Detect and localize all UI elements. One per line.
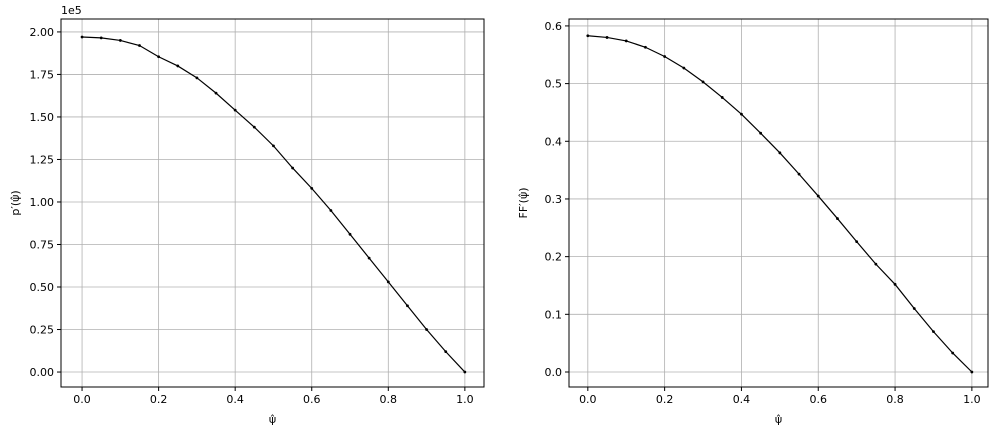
y-tick-label: 0.1 bbox=[545, 308, 563, 321]
data-point bbox=[644, 45, 647, 49]
x-axis-label: ψ̂ bbox=[775, 413, 782, 426]
y-tick-label: 0.2 bbox=[545, 251, 563, 264]
data-point bbox=[118, 39, 122, 42]
data-point bbox=[463, 370, 467, 374]
data-point bbox=[624, 39, 628, 43]
y-tick-label: 0.75 bbox=[30, 238, 55, 251]
x-axis-label: ψ̂ bbox=[269, 413, 276, 426]
data-point bbox=[701, 80, 705, 84]
x-tick-label: 0.2 bbox=[656, 393, 674, 406]
data-point bbox=[310, 186, 314, 190]
x-tick-label: 0.0 bbox=[73, 393, 91, 406]
y-tick-label: 0.00 bbox=[30, 366, 55, 379]
y-tick-label: 0.0 bbox=[545, 366, 563, 379]
data-point bbox=[425, 328, 428, 331]
data-point bbox=[406, 304, 409, 308]
data-point bbox=[252, 125, 256, 129]
y-tick-label: 0.50 bbox=[30, 281, 55, 294]
data-point bbox=[836, 217, 839, 220]
x-tick-label: 0.2 bbox=[150, 393, 168, 406]
x-tick-label: 0.4 bbox=[733, 393, 751, 406]
data-point bbox=[682, 66, 686, 70]
y-tick-label: 2.00 bbox=[30, 26, 55, 39]
data-point bbox=[893, 282, 897, 286]
data-point bbox=[816, 194, 820, 198]
data-point bbox=[157, 55, 161, 59]
data-point bbox=[605, 36, 609, 39]
y-tick-label: 1.50 bbox=[30, 111, 55, 124]
data-point bbox=[720, 96, 724, 99]
data-point bbox=[272, 144, 275, 148]
data-point bbox=[951, 351, 955, 355]
data-point bbox=[138, 44, 141, 47]
axes-frame bbox=[60, 18, 485, 388]
y-tick-label: 0.3 bbox=[545, 193, 563, 206]
data-point bbox=[874, 262, 878, 266]
x-tick-label: 0.0 bbox=[579, 393, 597, 406]
x-tick-label: 0.6 bbox=[303, 393, 321, 406]
y-tick-label: 1.00 bbox=[30, 196, 55, 209]
data-point bbox=[740, 112, 743, 116]
x-tick-label: 1.0 bbox=[963, 393, 981, 406]
offset-label: 1e5 bbox=[61, 4, 82, 17]
data-point bbox=[778, 151, 782, 155]
data-point bbox=[855, 240, 859, 244]
data-point bbox=[233, 108, 237, 112]
y-tick-label: 0.5 bbox=[545, 78, 563, 91]
data-point bbox=[386, 280, 390, 284]
y-axis-label: FF′(ψ̂) bbox=[517, 188, 530, 219]
x-tick-label: 0.6 bbox=[809, 393, 827, 406]
y-tick-label: 0.4 bbox=[545, 135, 563, 148]
y-tick-label: 0.6 bbox=[545, 20, 563, 33]
data-point bbox=[367, 256, 371, 260]
x-tick-label: 1.0 bbox=[456, 393, 474, 406]
data-point bbox=[586, 34, 590, 38]
x-tick-label: 0.4 bbox=[226, 393, 244, 406]
data-line bbox=[587, 35, 973, 373]
data-point bbox=[176, 64, 180, 68]
data-point bbox=[291, 166, 294, 170]
data-point bbox=[329, 209, 333, 212]
data-point bbox=[912, 307, 916, 310]
data-point bbox=[99, 36, 103, 40]
data-point bbox=[348, 232, 352, 236]
y-axis-label: p′(ψ̂) bbox=[9, 190, 22, 215]
data-point bbox=[970, 370, 974, 374]
x-tick-label: 0.8 bbox=[380, 393, 398, 406]
y-tick-label: 1.75 bbox=[30, 68, 55, 81]
y-tick-label: 0.25 bbox=[30, 324, 55, 337]
data-point bbox=[759, 131, 763, 135]
data-point bbox=[797, 172, 801, 176]
data-point bbox=[80, 35, 84, 39]
x-tick-label: 0.8 bbox=[886, 393, 904, 406]
data-point bbox=[663, 55, 667, 58]
data-point bbox=[932, 330, 935, 334]
axes-frame bbox=[568, 18, 989, 388]
data-point bbox=[444, 350, 448, 354]
y-tick-label: 1.25 bbox=[30, 153, 55, 166]
data-line bbox=[82, 36, 466, 373]
data-point bbox=[195, 76, 199, 80]
data-point bbox=[214, 91, 218, 95]
